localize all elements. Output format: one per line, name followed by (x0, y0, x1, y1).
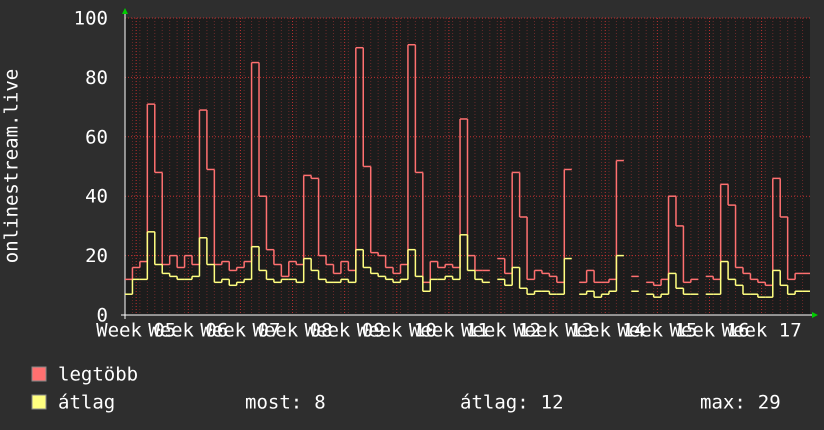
y-tick-label: 40 (85, 186, 108, 208)
x-tick-label: Week 11 (409, 320, 489, 342)
x-tick-label: Week 16 (669, 320, 749, 342)
x-tick-label: Week 08 (252, 320, 332, 342)
y-tick-label: 20 (85, 245, 108, 267)
stat-value: 8 (314, 392, 325, 414)
x-tick-label: Week 06 (148, 320, 228, 342)
x-tick-label: Week 15 (617, 320, 697, 342)
legend-swatch (31, 394, 47, 410)
x-tick-label: Week 14 (565, 320, 645, 342)
stat-value: 29 (758, 392, 781, 414)
x-tick-label: Week 09 (305, 320, 385, 342)
x-tick-label: Week 13 (513, 320, 593, 342)
y-axis-label: onlinestream.live (1, 69, 23, 263)
x-tick-label: Week 10 (357, 320, 437, 342)
x-tick-label: Week 12 (461, 320, 541, 342)
y-axis-arrow (122, 8, 128, 14)
marks (125, 43, 810, 298)
stat-value: 12 (541, 392, 564, 414)
x-tick-label: Week 17 (722, 320, 802, 342)
y-tick-label: 100 (74, 8, 108, 30)
x-tick-label: Week 07 (200, 320, 280, 342)
stat-label: max: (700, 392, 746, 414)
y-tick-label: 0 (97, 305, 108, 327)
stat-label: átlag: (460, 392, 529, 414)
y-tick-label: 80 (85, 67, 108, 89)
legend-swatch (31, 366, 47, 382)
y-tick-label: 60 (85, 126, 108, 148)
legend-label: átlag (58, 392, 115, 414)
x-axis-arrow (812, 312, 818, 318)
stat-label: most: (245, 392, 302, 414)
legend-label: legtöbb (58, 364, 138, 386)
x-tick-label: Week 05 (96, 320, 176, 342)
